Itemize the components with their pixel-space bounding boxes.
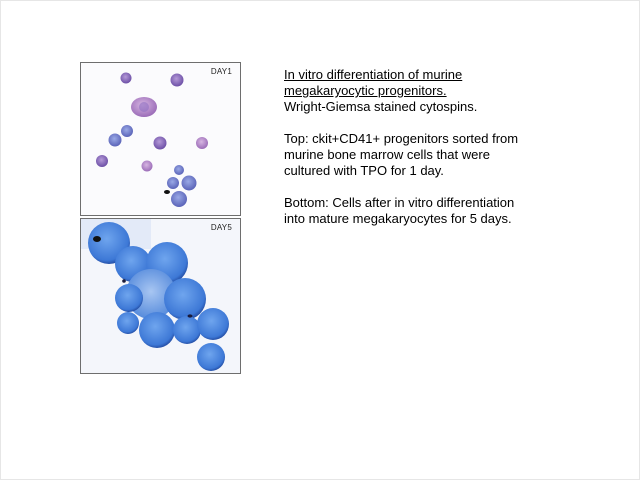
day5-label: DAY5: [210, 223, 232, 232]
micrograph-day1: DAY1: [80, 62, 241, 216]
figure-caption: In vitro differentiation of murine megak…: [284, 67, 524, 243]
caption-title-line2: megakaryocytic progenitors.: [284, 83, 447, 98]
caption-bottom-description: Bottom: Cells after in vitro differentia…: [284, 195, 515, 226]
day5-cells-image: [81, 219, 229, 371]
micrograph-day5: DAY5: [80, 218, 241, 374]
caption-stain: Wright-Giemsa stained cytospins.: [284, 99, 478, 114]
day1-cells-image: [96, 72, 208, 207]
caption-top-description: Top: ckit+CD41+ progenitors sorted from …: [284, 131, 519, 178]
caption-title-line1: In vitro differentiation of murine: [284, 67, 463, 82]
day1-label: DAY1: [210, 67, 232, 76]
